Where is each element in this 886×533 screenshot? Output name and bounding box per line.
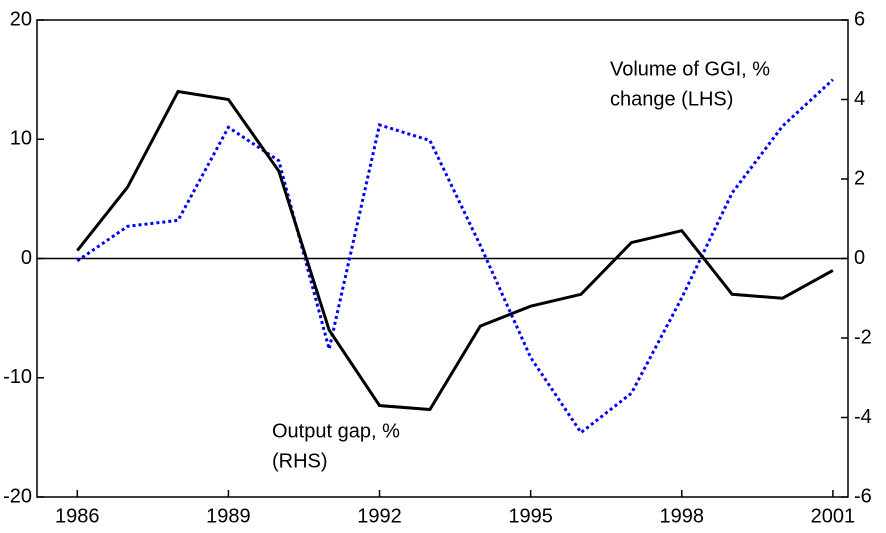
y-tick-label: -10	[3, 366, 32, 388]
series-line	[76, 89, 834, 412]
x-tick-label: 1986	[55, 505, 100, 527]
y2-tick-label: -4	[854, 406, 872, 428]
y2-tick-label: -6	[854, 485, 872, 507]
y-tick-label: 0	[21, 247, 32, 269]
annotation: (RHS)	[272, 450, 328, 472]
y-tick-label: -20	[3, 485, 32, 507]
x-tick-label: 2001	[811, 505, 856, 527]
x-tick-label: 1989	[206, 505, 251, 527]
x-tick-label: 1995	[508, 505, 553, 527]
y-tick-label: 20	[10, 8, 32, 30]
y2-tick-label: -2	[854, 326, 872, 348]
y2-tick-label: 2	[854, 167, 865, 189]
series-line	[76, 78, 834, 435]
y2-tick-label: 4	[854, 88, 865, 110]
annotation: Volume of GGI, %	[610, 58, 770, 80]
annotation: Output gap, %	[272, 420, 400, 442]
y-tick-label: 10	[10, 128, 32, 150]
x-tick-label: 1998	[660, 505, 705, 527]
y2-tick-label: 6	[854, 8, 865, 30]
y2-tick-label: 0	[854, 247, 865, 269]
annotation: change (LHS)	[610, 88, 733, 110]
x-tick-label: 1992	[357, 505, 402, 527]
